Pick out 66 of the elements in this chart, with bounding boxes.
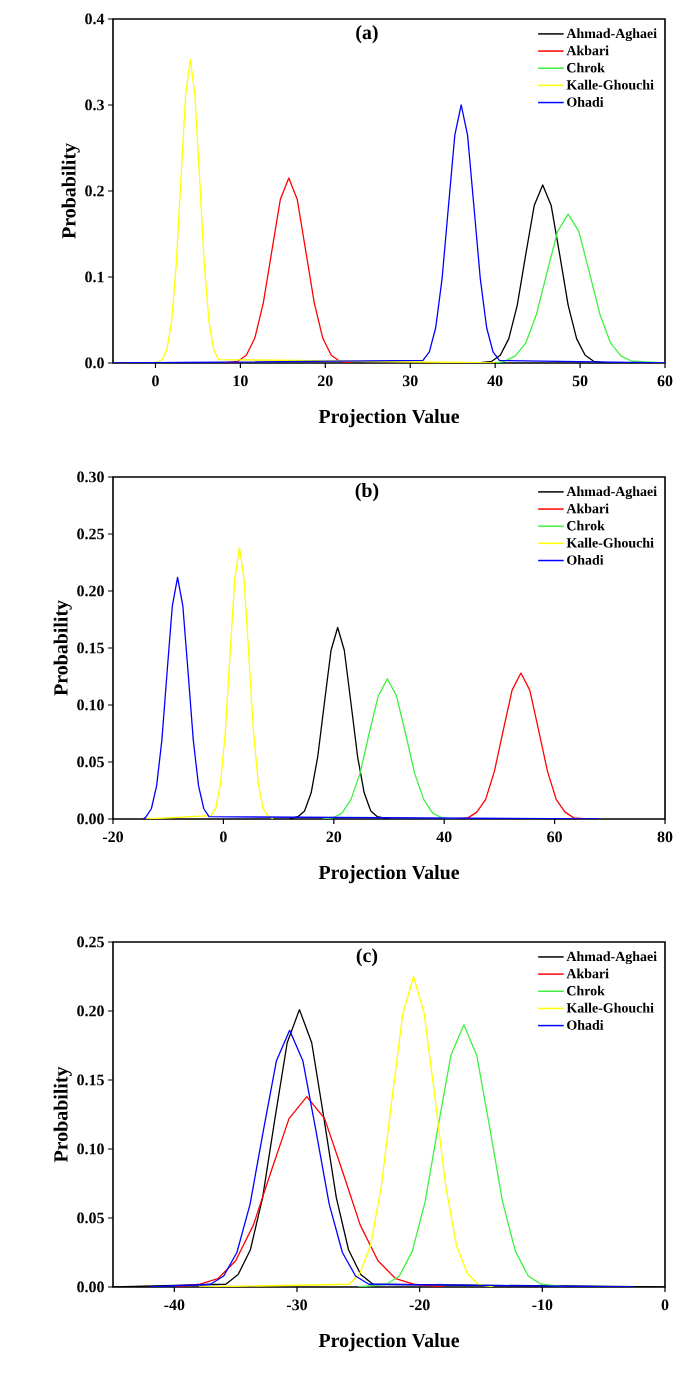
line-series	[173, 1095, 445, 1287]
x-tick-label: 60	[657, 375, 673, 387]
chart-title: (b)	[355, 483, 379, 502]
y-tick-label: 0.4	[85, 13, 105, 25]
line-series	[145, 547, 274, 819]
x-axis-title: Projection Value	[318, 1333, 460, 1352]
line-series	[149, 1029, 635, 1287]
y-axis-title: Probability	[61, 143, 80, 239]
y-axis-title: Probability	[53, 600, 72, 696]
legend-label: Ahmad-Aghaei	[566, 951, 657, 965]
y-tick-label: 0.0	[85, 357, 104, 369]
x-tick-label: -10	[532, 1299, 553, 1311]
y-tick-label: 0.15	[77, 1074, 104, 1086]
y-axis-title: Probability	[53, 1066, 72, 1163]
legend-label: Chrok	[567, 985, 605, 996]
y-tick-label: 0.05	[77, 756, 104, 768]
legend-label: Kalle-Ghouchi	[566, 1002, 654, 1013]
x-tick-label: 30	[402, 375, 418, 387]
y-tick-label: 0.00	[77, 1281, 104, 1293]
legend-label: Ohadi	[567, 554, 604, 565]
y-tick-label: 0.15	[77, 642, 104, 654]
x-tick-label: 50	[572, 375, 588, 387]
x-tick-label: 40	[487, 375, 503, 387]
y-tick-label: 0.25	[77, 528, 104, 540]
y-tick-label: 0.25	[77, 936, 104, 948]
legend-label: Chrok	[567, 62, 605, 73]
x-tick-label: 10	[233, 375, 248, 387]
line-series	[154, 58, 496, 363]
x-axis-title: Projection Value	[318, 409, 460, 428]
x-axis-title: Projection Value	[318, 865, 460, 884]
line-series	[198, 975, 494, 1287]
x-tick-label: 40	[436, 831, 452, 843]
y-tick-label: 0.20	[77, 585, 104, 597]
x-tick-label: 60	[547, 831, 562, 843]
x-tick-label: 0	[661, 1299, 669, 1311]
y-tick-label: 0.1	[85, 271, 104, 283]
x-tick-label: 20	[318, 375, 333, 387]
legend-label: Ahmad-Aghaei	[566, 486, 657, 500]
x-tick-label: 20	[326, 831, 342, 843]
y-tick-label: 0.00	[77, 813, 104, 825]
legend-label: Akbari	[566, 503, 609, 514]
x-tick-label: -20	[409, 1299, 430, 1311]
legend-label: Kalle-Ghouchi	[566, 79, 654, 90]
y-tick-label: 0.05	[77, 1212, 104, 1224]
x-tick-label: -40	[164, 1299, 185, 1311]
x-tick-label: -20	[102, 831, 124, 843]
x-tick-label: 80	[657, 831, 673, 843]
y-tick-label: 0.2	[85, 185, 104, 197]
x-tick-label: 0	[152, 375, 159, 387]
y-tick-label: 0.10	[77, 1143, 104, 1155]
legend-label: Akbari	[566, 45, 609, 56]
y-tick-label: 0.10	[77, 699, 104, 711]
chart-title: (c)	[356, 948, 378, 967]
legend-label: Akbari	[566, 968, 609, 979]
y-tick-label: 0.20	[77, 1005, 104, 1017]
legend-label: Ahmad-Aghaei	[566, 28, 657, 42]
x-tick-label: -30	[286, 1299, 308, 1311]
y-tick-label: 0.30	[77, 471, 104, 483]
y-tick-label: 0.3	[85, 99, 104, 111]
legend-label: Kalle-Ghouchi	[566, 537, 654, 548]
legend-label: Ohadi	[567, 1019, 604, 1030]
line-series	[142, 576, 600, 819]
chart-title: (a)	[356, 25, 378, 44]
legend-label: Ohadi	[567, 96, 604, 107]
legend-label: Chrok	[567, 520, 605, 531]
x-tick-label: 0	[220, 831, 227, 843]
